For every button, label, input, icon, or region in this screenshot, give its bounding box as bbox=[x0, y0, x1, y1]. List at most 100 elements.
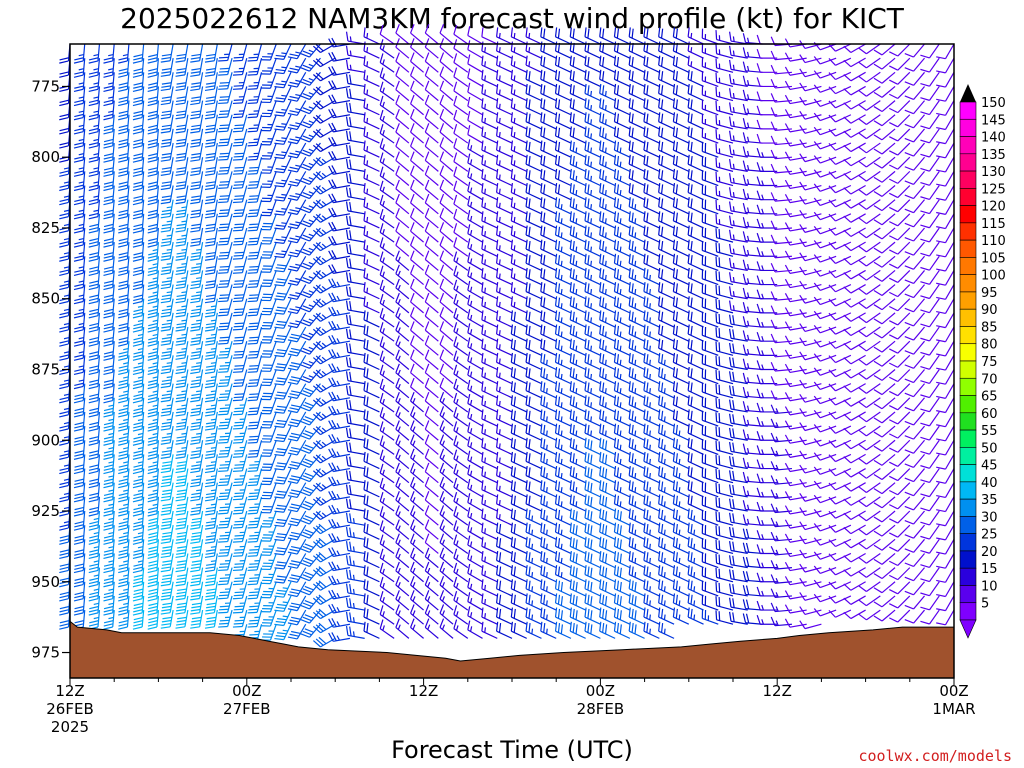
colorbar-label: 130 bbox=[981, 165, 1006, 180]
wind-barb bbox=[103, 496, 115, 517]
wind-barb bbox=[232, 397, 248, 416]
wind-barb bbox=[204, 58, 218, 77]
wind-barb bbox=[118, 270, 130, 291]
wind-barb bbox=[204, 482, 218, 502]
wind-barb bbox=[132, 553, 145, 574]
wind-barb bbox=[103, 72, 115, 93]
colorbar-label: 10 bbox=[981, 579, 998, 594]
wind-barb bbox=[175, 369, 189, 389]
wind-barb bbox=[88, 595, 101, 616]
wind-barb bbox=[147, 312, 159, 333]
wind-barb bbox=[73, 157, 86, 177]
wind-barb bbox=[218, 341, 233, 359]
wind-barb bbox=[147, 43, 159, 64]
wind-barb bbox=[103, 242, 115, 262]
wind-barb bbox=[88, 312, 101, 333]
wind-barb bbox=[88, 581, 101, 602]
colorbar-cell bbox=[959, 481, 977, 500]
wind-barb bbox=[232, 298, 248, 317]
wind-barb bbox=[232, 525, 248, 543]
wind-barb bbox=[103, 86, 115, 107]
wind-barb bbox=[118, 610, 130, 630]
wind-barb bbox=[218, 468, 233, 487]
wind-barb bbox=[103, 468, 115, 489]
wind-barb bbox=[232, 43, 248, 62]
colorbar-cell bbox=[959, 360, 977, 379]
wind-barb bbox=[218, 100, 233, 119]
wind-barb bbox=[232, 142, 248, 161]
wind-barb bbox=[218, 440, 233, 458]
wind-barb bbox=[190, 482, 204, 502]
wind-barb bbox=[175, 525, 189, 544]
x-tick-date: 2025 bbox=[51, 718, 89, 736]
wind-barb bbox=[204, 539, 218, 559]
wind-barb bbox=[147, 100, 159, 121]
wind-barb bbox=[160, 199, 174, 219]
wind-barb bbox=[147, 525, 159, 545]
wind-barb bbox=[147, 143, 159, 163]
wind-barb bbox=[73, 185, 86, 206]
wind-barb bbox=[132, 610, 145, 630]
wind-barb bbox=[190, 171, 204, 191]
wind-barb bbox=[160, 609, 174, 629]
wind-barb bbox=[88, 496, 101, 517]
wind-barb bbox=[160, 496, 174, 516]
colorbar-cell bbox=[959, 585, 977, 604]
wind-barb bbox=[132, 213, 145, 234]
wind-barb bbox=[73, 58, 86, 78]
wind-barb bbox=[118, 397, 130, 418]
wind-barb bbox=[218, 609, 233, 628]
wind-barb bbox=[73, 397, 86, 418]
wind-barb bbox=[218, 397, 233, 416]
wind-barb bbox=[218, 256, 233, 274]
wind-barb bbox=[232, 341, 248, 359]
wind-barb bbox=[232, 567, 248, 586]
wind-barb bbox=[88, 355, 101, 376]
wind-barb bbox=[147, 496, 159, 517]
colorbar-label: 20 bbox=[981, 545, 998, 560]
wind-barb bbox=[204, 298, 218, 318]
wind-barb bbox=[190, 369, 204, 389]
wind-barb bbox=[132, 482, 145, 503]
colorbar-cell bbox=[959, 188, 977, 206]
wind-barb bbox=[204, 411, 218, 431]
wind-barb bbox=[175, 185, 189, 205]
wind-barb bbox=[103, 397, 115, 418]
colorbar-cell bbox=[959, 136, 977, 155]
wind-barb bbox=[73, 553, 86, 574]
wind-barb bbox=[175, 397, 189, 417]
wind-barb bbox=[160, 171, 174, 191]
wind-barb bbox=[160, 213, 174, 233]
wind-barb bbox=[232, 86, 248, 105]
x-tick-label: 00Z bbox=[232, 682, 261, 700]
y-tick-label: 900 bbox=[31, 431, 60, 449]
colorbar-label: 135 bbox=[981, 148, 1006, 163]
wind-barb bbox=[118, 355, 130, 376]
y-tick-label: 875 bbox=[31, 360, 60, 378]
wind-barb bbox=[73, 171, 86, 192]
wind-barb bbox=[73, 312, 86, 333]
wind-barb bbox=[88, 369, 101, 390]
wind-barb bbox=[175, 142, 189, 162]
wind-barb bbox=[88, 440, 101, 460]
wind-barb bbox=[118, 185, 130, 206]
wind-barb bbox=[147, 468, 159, 489]
wind-barb bbox=[73, 426, 86, 446]
colorbar-label: 50 bbox=[981, 441, 998, 456]
wind-barb bbox=[118, 72, 130, 93]
wind-barb bbox=[132, 242, 145, 262]
wind-barb bbox=[218, 539, 233, 557]
wind-barb bbox=[147, 270, 159, 291]
wind-barb bbox=[73, 341, 86, 361]
wind-barb bbox=[218, 595, 233, 614]
wind-barb bbox=[132, 355, 145, 376]
wind-barb bbox=[160, 581, 174, 601]
wind-barb bbox=[175, 482, 189, 502]
wind-barb bbox=[103, 185, 115, 206]
wind-barb bbox=[132, 157, 145, 177]
wind-barb bbox=[190, 567, 204, 587]
wind-barb bbox=[160, 397, 174, 417]
wind-barb bbox=[147, 610, 159, 630]
wind-barb bbox=[190, 553, 204, 573]
wind-barb bbox=[204, 525, 218, 544]
